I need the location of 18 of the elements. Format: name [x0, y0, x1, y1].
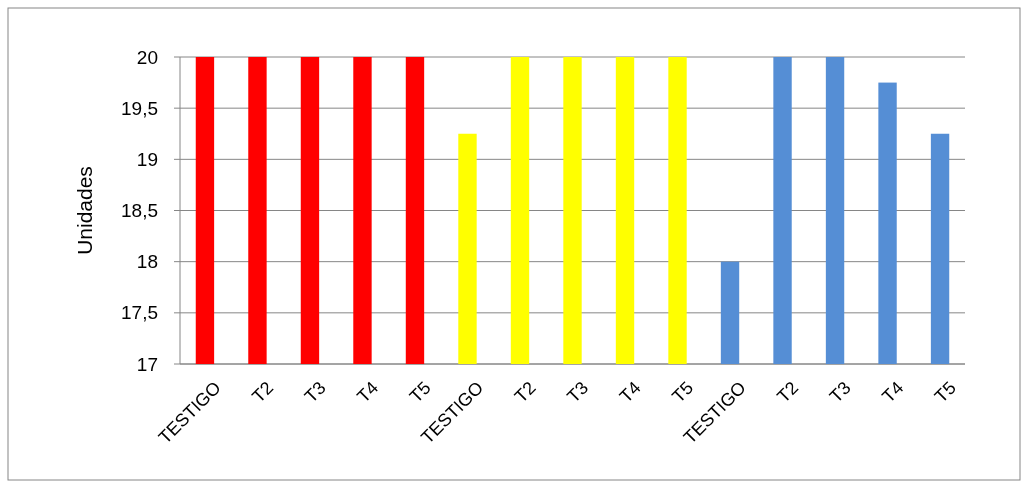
- x-tick-label: T2: [510, 377, 540, 407]
- x-tick-label: T2: [773, 377, 803, 407]
- y-tick-label: 19: [136, 148, 158, 170]
- x-tick-label: T4: [878, 377, 908, 407]
- x-tick-label: T3: [563, 377, 593, 407]
- x-tick-label: T4: [615, 377, 645, 407]
- x-tick-label: T5: [930, 377, 960, 407]
- y-tick-label: 18,5: [121, 200, 158, 222]
- y-tick-label: 18: [136, 251, 158, 273]
- x-tick-label: T3: [825, 377, 855, 407]
- y-axis-title: Unidades: [73, 166, 96, 255]
- x-tick-label: T3: [300, 377, 330, 407]
- y-tick-label: 17: [136, 353, 158, 375]
- y-tick-label: 17,5: [121, 302, 158, 324]
- x-tick-label: T2: [248, 377, 278, 407]
- x-tick-label: T4: [353, 377, 383, 407]
- y-tick-label: 19,5: [121, 97, 158, 119]
- y-tick-label: 20: [136, 46, 158, 68]
